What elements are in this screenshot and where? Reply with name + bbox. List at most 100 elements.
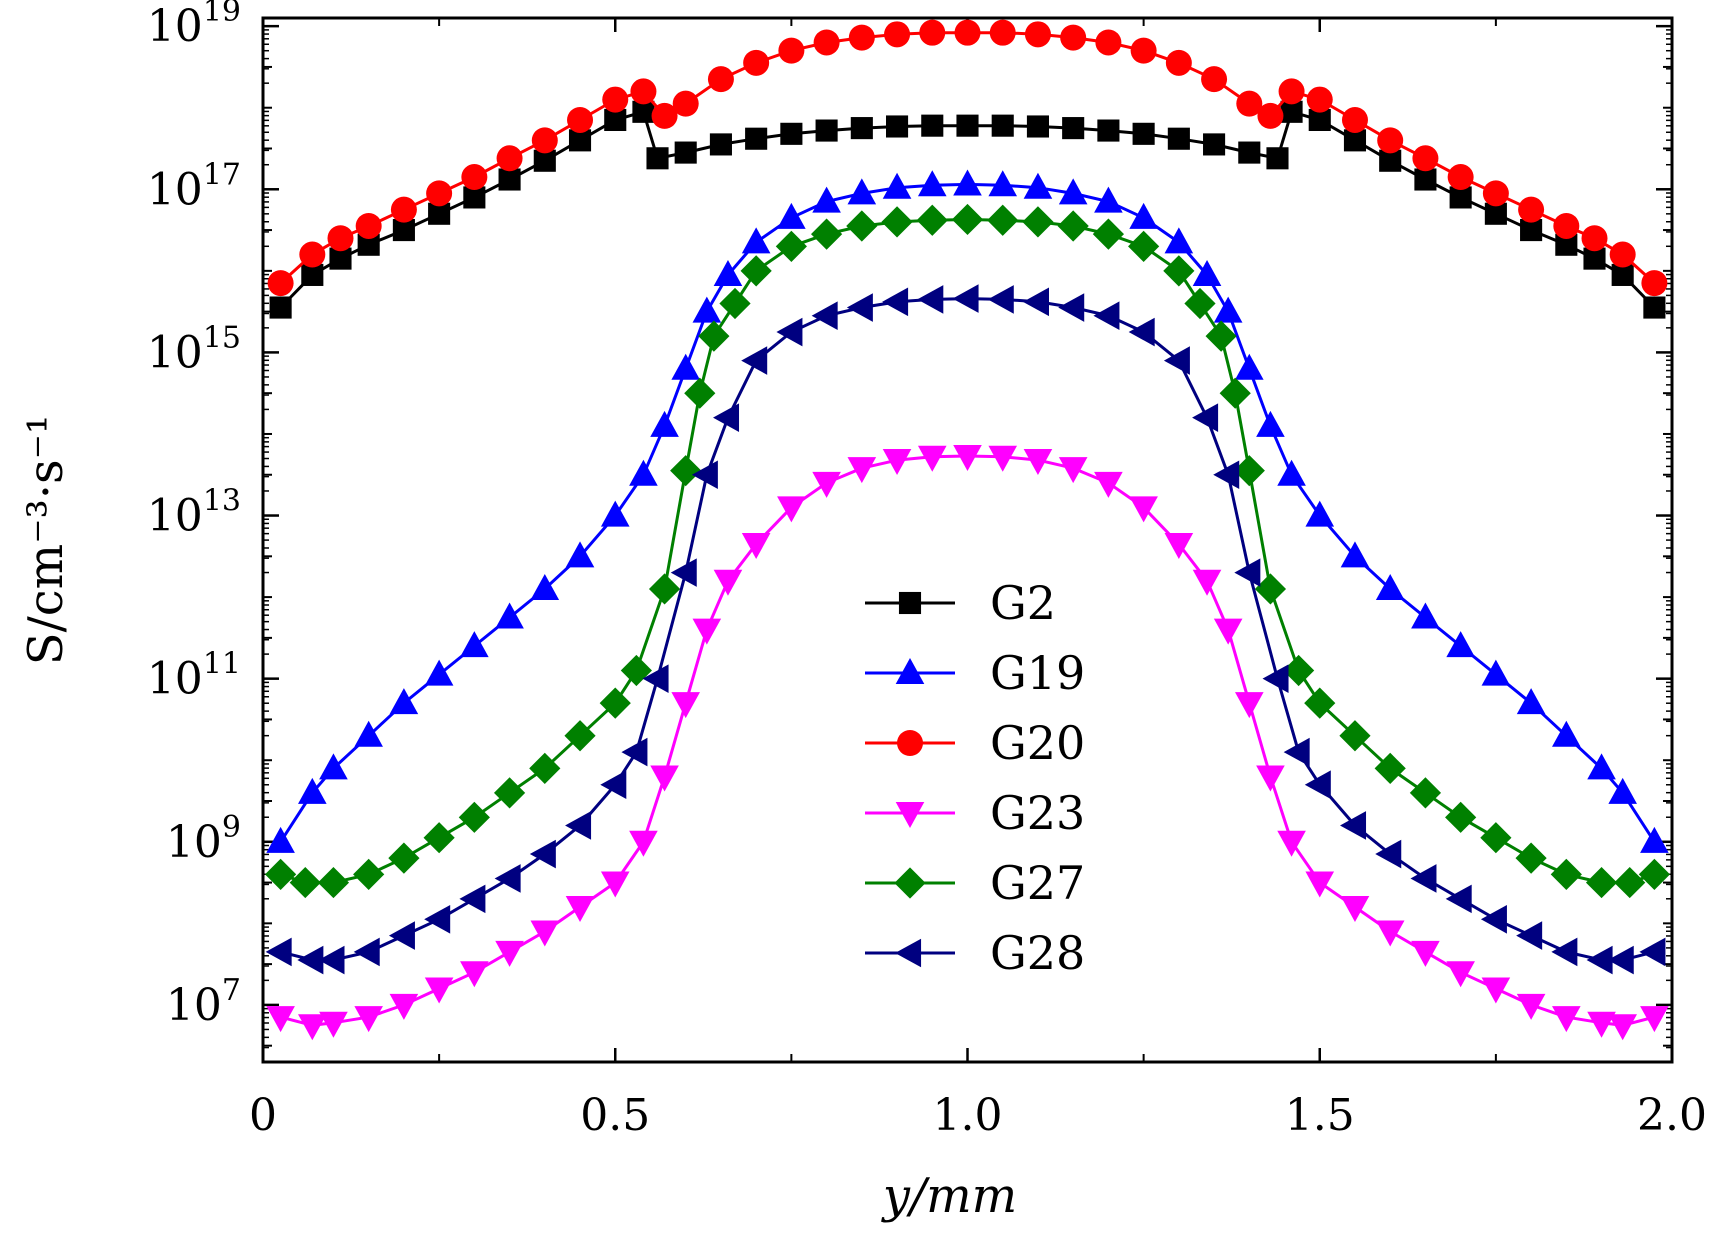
data-point-g19 [1446,631,1475,658]
data-point-g20 [1341,106,1368,133]
data-point-g28 [1213,460,1240,490]
data-point-g27 [1128,230,1160,262]
data-point-g19 [319,753,348,780]
data-point-g19 [600,500,630,527]
data-point-g23 [1340,895,1370,922]
data-point-g28 [1283,737,1310,767]
data-point-g2 [674,141,697,164]
data-point-g2 [392,219,415,242]
data-point-g19 [713,259,743,286]
data-point-g27 [529,752,561,784]
legend-label: G27 [990,856,1085,910]
data-point-g2 [1643,296,1666,319]
data-point-g28 [917,285,944,314]
legend-item-g20: G20 [865,716,1085,770]
data-point-g28 [691,460,718,490]
legend-label: G23 [990,786,1085,840]
data-point-g28 [600,770,627,799]
data-point-g19 [629,459,658,486]
series-g2 [269,100,1666,319]
data-point-g27 [1409,777,1442,809]
data-point-g28 [1058,293,1085,322]
data-point-g28 [952,284,979,313]
data-point-g28 [353,937,380,967]
data-point-g23 [530,920,560,947]
labels-layer: 0 0.5 1.0 1.5 2.0 107 109 1011 1013 1015 1017 1019 [147,0,1707,1141]
x-tick-label: 0 [249,1090,277,1141]
data-point-g2 [1520,219,1543,242]
series-g27 [265,203,1670,899]
data-point-g2 [1026,115,1049,138]
data-point-g19 [917,170,947,197]
series-line-g28 [280,297,1655,962]
data-point-g2 [991,114,1014,137]
data-point-g28 [1586,945,1613,975]
y-tick-label: 1011 [147,647,241,705]
data-point-g2 [1379,149,1402,172]
data-point-g20 [919,19,946,46]
x-tick-label: 0.5 [580,1090,650,1141]
data-point-g28 [297,945,324,975]
x-tick-label: 1.0 [933,1090,1003,1141]
data-point-g27 [740,255,772,287]
data-point-g19 [650,410,679,437]
data-point-g19 [1235,353,1264,380]
data-point-g23 [812,471,841,498]
legend-marker [894,867,926,899]
data-point-g20 [1377,127,1404,154]
data-point-g27 [684,377,716,409]
data-point-g20 [390,196,417,223]
data-point-g28 [1192,403,1219,432]
data-point-g28 [1607,945,1634,975]
data-point-g23 [1023,449,1053,476]
data-point-g27 [1233,455,1265,487]
data-point-g28 [621,737,648,767]
data-point-g20 [707,66,734,93]
data-point-g20 [954,19,981,46]
data-point-g2 [463,186,486,209]
data-point-g28 [1023,287,1049,317]
y-tick-label: 107 [166,973,241,1031]
legend-item-g23: G23 [865,786,1085,840]
data-point-g19 [530,573,560,600]
data-point-g27 [951,203,984,236]
data-point-g23 [319,1011,348,1038]
data-point-g19 [1256,410,1285,437]
data-point-g27 [1480,822,1512,854]
data-point-g28 [424,904,451,934]
data-point-g20 [567,106,594,133]
data-point-g20 [496,145,523,172]
data-point-g28 [1516,921,1543,950]
data-point-g27 [1638,858,1670,891]
data-point-g2 [498,168,521,191]
data-point-g27 [458,801,490,833]
series-line-g23 [280,454,1655,1027]
data-point-g23 [629,830,658,857]
data-point-g19 [1094,186,1123,213]
data-point-g19 [424,659,454,686]
series-g19 [266,169,1669,853]
data-point-g28 [1639,937,1666,967]
series-line-g19 [279,182,1656,843]
data-point-g28 [846,293,873,322]
data-point-g20 [1130,37,1157,64]
data-point-g27 [1585,866,1618,899]
data-point-g23 [1446,961,1475,988]
data-point-g2 [1555,233,1578,256]
data-point-g27 [1184,287,1216,320]
legend-marker [895,938,922,968]
data-point-g2 [646,147,669,170]
data-point-g28 [987,285,1014,314]
legend-item-g28: G28 [865,926,1085,980]
data-point-g19 [1213,296,1243,323]
data-point-g23 [988,445,1018,472]
data-point-g28 [1093,301,1120,331]
data-point-g23 [354,1006,383,1033]
data-point-g20 [1306,86,1333,113]
data-point-g27 [620,654,652,687]
data-point-g19 [988,170,1018,197]
data-point-g27 [1254,573,1287,605]
data-point-g27 [493,777,526,809]
data-point-g20 [884,21,911,48]
data-point-g2 [357,233,380,256]
